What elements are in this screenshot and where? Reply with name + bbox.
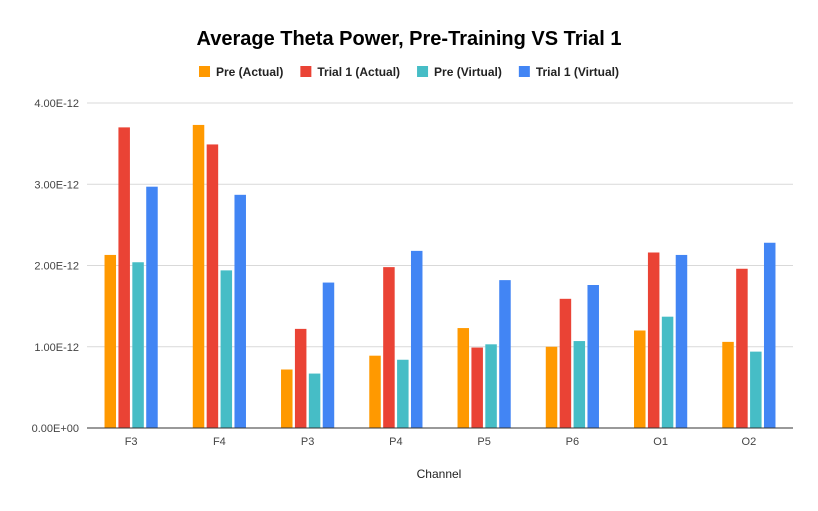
x-axis-title: Channel	[417, 467, 462, 481]
legend-label: Pre (Actual)	[216, 65, 283, 79]
bar-p4-series-2	[383, 267, 395, 428]
bar-f4-series-3	[220, 270, 233, 428]
y-tick-label: 2.00E-12	[34, 261, 79, 273]
legend-label: Trial 1 (Actual)	[317, 65, 400, 79]
gridlines	[87, 102, 793, 348]
legend-swatch	[518, 66, 530, 77]
bar-o1-series-1	[634, 330, 646, 428]
bars	[104, 124, 776, 428]
bar-p6-series-2	[559, 298, 572, 428]
bar-p5-series-1	[457, 328, 470, 428]
y-tick-label: 4.00E-12	[34, 98, 79, 110]
legend-label: Pre (Virtual)	[434, 65, 502, 79]
bar-p5-series-3	[485, 344, 497, 428]
bar-f3-series-4	[146, 186, 158, 428]
bar-f3-series-3	[132, 262, 144, 428]
y-tick-label: 3.00E-12	[34, 179, 79, 191]
bar-p6-series-4	[587, 285, 599, 428]
legend: Pre (Actual) Trial 1 (Actual) Pre (Virtual…	[199, 65, 619, 79]
bar-p4-series-4	[410, 250, 423, 428]
y-tick-label: 0.00E+00	[32, 423, 79, 435]
legend-swatch	[199, 66, 211, 77]
bar-p5-series-2	[471, 347, 483, 428]
legend-swatch	[417, 66, 429, 77]
bar-o1-series-4	[675, 254, 688, 428]
x-tick-label: F4	[213, 436, 226, 448]
y-axis-ticks: 0.00E+00 1.00E-12 2.00E-12 3.00E-12 4.00E-12	[32, 98, 79, 435]
x-tick-label: P3	[301, 436, 314, 448]
bar-p4-series-1	[369, 355, 381, 428]
bar-f4-series-1	[192, 124, 205, 428]
bar-p4-series-3	[397, 359, 409, 428]
y-tick-label: 1.00E-12	[34, 342, 79, 354]
x-tick-label: P4	[389, 436, 402, 448]
bar-o1-series-2	[647, 252, 660, 428]
x-tick-label: O2	[742, 436, 757, 448]
bar-o2-series-2	[736, 268, 748, 428]
bar-o2-series-1	[722, 341, 734, 428]
bar-f3-series-1	[104, 254, 117, 428]
bar-f4-series-4	[234, 194, 246, 428]
x-tick-label: F3	[125, 436, 138, 448]
bar-p6-series-1	[545, 346, 558, 428]
bar-o1-series-3	[661, 316, 674, 428]
bar-o2-series-3	[750, 351, 762, 428]
bar-p3-series-1	[281, 369, 293, 428]
bar-o2-series-4	[763, 242, 776, 428]
x-tick-label: P6	[566, 436, 579, 448]
legend-swatch	[300, 66, 312, 77]
bar-p5-series-4	[499, 280, 511, 428]
legend-label: Trial 1 (Virtual)	[536, 65, 619, 79]
x-tick-label: P5	[477, 436, 490, 448]
x-tick-label: O1	[653, 436, 668, 448]
bar-f4-series-2	[206, 144, 219, 428]
x-axis-ticks: F3 F4 P3 P4 P5 P6 O1 O2	[125, 436, 757, 448]
chart-title: Average Theta Power, Pre-Training VS Tri…	[197, 28, 622, 50]
bar-p3-series-3	[308, 373, 321, 428]
bar-p3-series-2	[294, 328, 307, 428]
bar-p3-series-4	[322, 282, 335, 428]
bar-p6-series-3	[573, 341, 586, 428]
bar-f3-series-2	[118, 127, 130, 428]
